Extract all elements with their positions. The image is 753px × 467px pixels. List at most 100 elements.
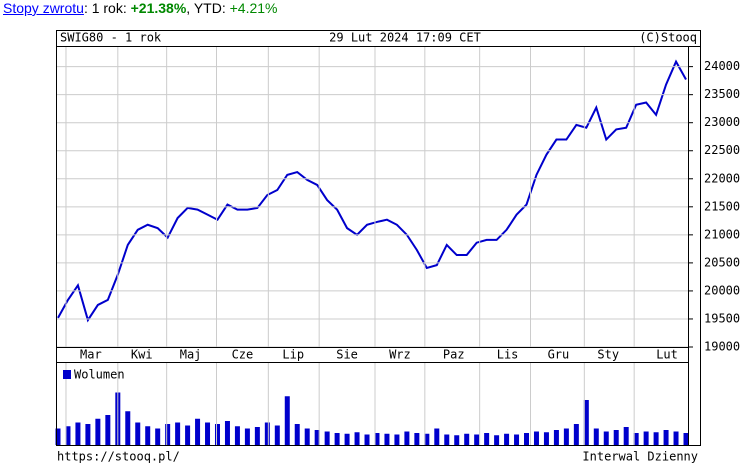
- x-tick-label: Lip: [282, 348, 304, 362]
- volume-bar: [593, 428, 599, 445]
- volume-bar: [563, 428, 569, 445]
- volume-bar: [314, 430, 320, 445]
- x-tick-label: Lut: [656, 348, 678, 362]
- volume-bar: [573, 424, 579, 445]
- volume-bar: [304, 428, 310, 445]
- volume-bar: [663, 430, 669, 445]
- volume-bar: [603, 431, 609, 445]
- volume-bar: [633, 433, 639, 445]
- x-tick-label: Mar: [80, 348, 102, 362]
- volume-bar: [404, 431, 410, 445]
- volume-bar: [643, 431, 649, 445]
- y-tick-label: 21500: [704, 199, 740, 213]
- y-tick-label: 22000: [704, 171, 740, 185]
- volume-bar: [224, 421, 230, 445]
- y-tick-label: 23500: [704, 87, 740, 101]
- volume-bar: [484, 433, 490, 445]
- volume-bar: [553, 430, 559, 445]
- volume-bar: [214, 424, 220, 445]
- footer-url: https://stooq.pl/: [57, 450, 180, 464]
- volume-bar: [175, 422, 181, 445]
- y-tick-label: 19000: [704, 340, 740, 354]
- y-tick-label: 20000: [704, 283, 740, 297]
- volume-bar: [533, 431, 539, 445]
- price-line: [57, 59, 687, 323]
- volume-bar: [95, 418, 101, 445]
- returns-header: Stopy zwrotu: 1 rok: +21.38%, YTD: +4.21…: [3, 0, 277, 16]
- volume-bar: [284, 396, 290, 445]
- volume-bar: [135, 422, 141, 445]
- volume-bar: [583, 400, 589, 445]
- y-tick-label: 19500: [704, 311, 740, 325]
- volume-bar: [185, 425, 191, 445]
- separator: , YTD:: [186, 0, 230, 16]
- volume-bar: [514, 434, 520, 445]
- volume-bar: [683, 433, 689, 445]
- volume-bar: [414, 433, 420, 445]
- volume-bar: [145, 426, 151, 445]
- volume-bar: [165, 424, 171, 445]
- volume-bar: [65, 426, 71, 445]
- volume-bar: [105, 415, 111, 445]
- x-tick-label: Gru: [548, 348, 570, 362]
- volume-bar: [334, 433, 340, 445]
- y-tick-label: 20500: [704, 255, 740, 269]
- volume-bar: [274, 425, 280, 445]
- volume-bar: [354, 432, 360, 445]
- volume-bar: [424, 433, 430, 445]
- volume-bar: [344, 433, 350, 445]
- volume-bar: [434, 428, 440, 445]
- volume-bar: [75, 422, 81, 445]
- x-tick-label: Kwi: [131, 348, 153, 362]
- y-tick-label: 24000: [704, 59, 740, 73]
- volume-bar: [454, 435, 460, 445]
- x-tick-label: Lis: [497, 348, 519, 362]
- volume-bar: [623, 427, 629, 445]
- x-tick-label: Maj: [180, 348, 202, 362]
- chart-source: (C)Stooq: [639, 31, 697, 45]
- volume-bar: [244, 428, 250, 445]
- legend-label: Wolumen: [74, 368, 125, 382]
- volume-bar: [294, 424, 300, 445]
- volume-bar: [324, 431, 330, 445]
- chart-title: SWIG80 - 1 rok: [60, 31, 162, 45]
- volume-bar: [155, 428, 161, 445]
- volume-bar: [364, 434, 370, 445]
- chart-date: 29 Lut 2024 17:09 CET: [329, 31, 481, 45]
- x-tick-label: Paz: [443, 348, 465, 362]
- volume-bar: [264, 422, 270, 445]
- volume-bar: [205, 422, 211, 445]
- frame: [56, 30, 701, 446]
- return-1y: +21.38%: [130, 0, 187, 16]
- y-tick-label: 23000: [704, 115, 740, 129]
- x-tick-label: Sty: [597, 348, 619, 362]
- y-tick-label: 22500: [704, 143, 740, 157]
- x-tick-label: Wrz: [389, 348, 411, 362]
- volume-bar: [543, 432, 549, 445]
- x-tick-label: Cze: [232, 348, 254, 362]
- volume-bar: [524, 433, 530, 445]
- y-tick-label: 21000: [704, 227, 740, 241]
- volume-bar: [55, 428, 61, 445]
- returns-link[interactable]: Stopy zwrotu: [3, 0, 84, 16]
- volume-bar: [653, 432, 659, 445]
- separator: : 1 rok:: [83, 0, 131, 16]
- volume-bar: [384, 433, 390, 445]
- volume-bar: [254, 427, 260, 445]
- volume-bar: [464, 433, 470, 445]
- volume-bar: [504, 433, 510, 445]
- x-tick-label: Sie: [336, 348, 358, 362]
- volume-bar: [444, 434, 450, 445]
- volume-bar: [374, 433, 380, 445]
- volume-bar: [494, 435, 500, 445]
- footer-interval: Interwal Dzienny: [582, 450, 698, 464]
- volume-bar: [394, 434, 400, 445]
- volume-bar: [85, 424, 91, 445]
- volume-bar: [613, 430, 619, 445]
- legend-swatch: [63, 370, 71, 379]
- volume-bar: [125, 411, 131, 445]
- return-ytd: +4.21%: [229, 0, 278, 16]
- volume-bar: [195, 418, 201, 445]
